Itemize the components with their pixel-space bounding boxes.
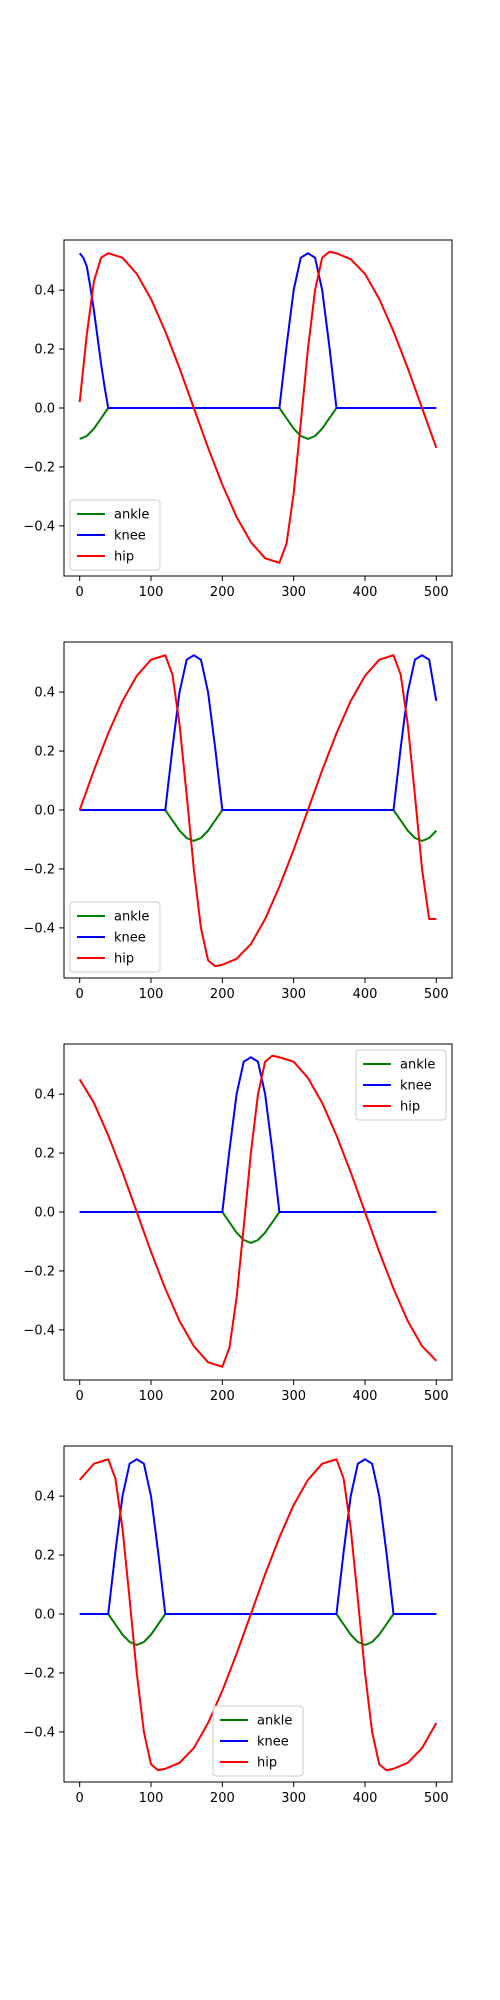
- x-tick-label: 200: [210, 1389, 235, 1404]
- y-tick-label: 0.4: [34, 686, 55, 701]
- x-tick-label: 500: [424, 1389, 449, 1404]
- legend: ankle knee hip: [69, 901, 161, 973]
- series-line-ankle: [79, 1211, 437, 1244]
- x-tick-label: 500: [424, 987, 449, 1002]
- series-line-hip: [78, 250, 438, 564]
- y-tick-label: −0.2: [23, 1264, 55, 1279]
- y-tick-label: −0.2: [23, 460, 55, 475]
- x-tick-label: 0: [76, 1389, 84, 1404]
- x-tick-label: 500: [424, 585, 449, 600]
- y-tick-label: 0.2: [34, 745, 55, 760]
- x-tick-label: 200: [210, 1791, 235, 1806]
- y-tick-label: 0.2: [34, 1147, 55, 1162]
- legend-label-hip: hip: [257, 1756, 277, 1771]
- y-tick-label: 0.4: [34, 284, 55, 299]
- x-tick-label: 500: [424, 1791, 449, 1806]
- legend: ankle knee hip: [355, 1049, 447, 1121]
- legend-label-hip: hip: [114, 952, 134, 967]
- y-tick-label: −0.4: [23, 519, 55, 534]
- legend-label-ankle: ankle: [114, 508, 149, 523]
- x-tick-label: 300: [281, 1389, 306, 1404]
- series-line-knee: [79, 1056, 437, 1213]
- y-tick-label: −0.2: [23, 862, 55, 877]
- legend-label-knee: knee: [400, 1079, 432, 1094]
- legend-box: [212, 1705, 304, 1777]
- series-line-ankle: [79, 809, 438, 842]
- chart-panel-4: 0 100 200 300 400 500 −0.4 −0.2 0.0 0.2 0.4 ankle kn…: [23, 1445, 453, 1806]
- x-tick-label: 400: [353, 585, 378, 600]
- legend-label-knee: knee: [257, 1735, 289, 1750]
- chart-panel-1: 0 100 200 300 400 500 −0.4 −0.2 0.0 0.2 0.4 ankle kn…: [23, 239, 453, 600]
- legend-label-knee: knee: [114, 931, 146, 946]
- y-tick-label: 0.4: [34, 1088, 55, 1103]
- x-tick-label: 100: [139, 585, 164, 600]
- legend-label-ankle: ankle: [114, 910, 149, 925]
- legend-label-hip: hip: [114, 550, 134, 565]
- y-tick-label: −0.4: [23, 1725, 55, 1740]
- legend-label-hip: hip: [400, 1100, 420, 1115]
- x-tick-label: 200: [210, 585, 235, 600]
- legend-box: [69, 901, 161, 973]
- y-tick-label: 0.4: [34, 1490, 55, 1505]
- x-tick-label: 300: [281, 987, 306, 1002]
- y-tick-label: 0.0: [34, 1608, 55, 1623]
- x-tick-label: 300: [281, 585, 306, 600]
- x-tick-label: 100: [139, 1791, 164, 1806]
- legend-box: [355, 1049, 447, 1121]
- y-tick-label: 0.0: [34, 804, 55, 819]
- y-tick-label: 0.2: [34, 343, 55, 358]
- series-line-hip: [78, 654, 437, 968]
- x-tick-label: 400: [353, 987, 378, 1002]
- legend: ankle knee hip: [212, 1705, 304, 1777]
- x-tick-label: 0: [76, 1791, 84, 1806]
- y-tick-label: −0.2: [23, 1666, 55, 1681]
- x-tick-label: 0: [76, 987, 84, 1002]
- legend-label-knee: knee: [114, 529, 146, 544]
- series-line-hip: [78, 1458, 438, 1772]
- x-tick-label: 100: [139, 987, 164, 1002]
- legend: ankle knee hip: [69, 499, 161, 571]
- x-tick-label: 200: [210, 987, 235, 1002]
- legend-label-ankle: ankle: [400, 1058, 435, 1073]
- series-line-ankle: [79, 407, 437, 440]
- x-tick-label: 0: [76, 585, 84, 600]
- y-tick-label: 0.0: [34, 1206, 55, 1221]
- series-line-knee: [79, 1458, 437, 1615]
- chart-panel-3: 0 100 200 300 400 500 −0.4 −0.2 0.0 0.2 0.4 ankle kn…: [23, 1043, 453, 1404]
- series-line-knee: [78, 252, 437, 409]
- x-tick-label: 100: [139, 1389, 164, 1404]
- legend-label-ankle: ankle: [257, 1714, 292, 1729]
- x-tick-label: 400: [353, 1389, 378, 1404]
- y-tick-label: −0.4: [23, 1323, 55, 1338]
- y-tick-label: 0.2: [34, 1549, 55, 1564]
- y-tick-label: 0.0: [34, 402, 55, 417]
- y-tick-label: −0.4: [23, 921, 55, 936]
- x-tick-label: 300: [281, 1791, 306, 1806]
- series-line-knee: [79, 654, 438, 811]
- legend-box: [69, 499, 161, 571]
- x-tick-label: 400: [353, 1791, 378, 1806]
- chart-panel-2: 0 100 200 300 400 500 −0.4 −0.2 0.0 0.2 0.4 ankle kn…: [23, 641, 453, 1002]
- series-line-hip: [78, 1054, 438, 1368]
